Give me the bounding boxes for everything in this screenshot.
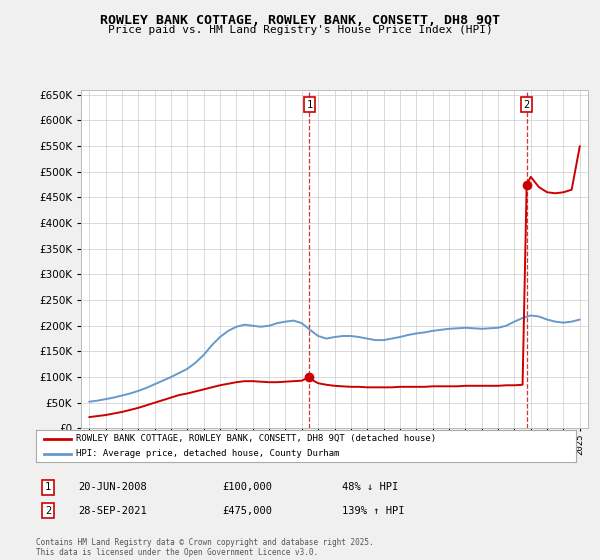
Text: 20-JUN-2008: 20-JUN-2008 (78, 482, 147, 492)
Text: Contains HM Land Registry data © Crown copyright and database right 2025.
This d: Contains HM Land Registry data © Crown c… (36, 538, 374, 557)
Text: HPI: Average price, detached house, County Durham: HPI: Average price, detached house, Coun… (77, 449, 340, 459)
Text: ROWLEY BANK COTTAGE, ROWLEY BANK, CONSETT, DH8 9QT (detached house): ROWLEY BANK COTTAGE, ROWLEY BANK, CONSET… (77, 434, 437, 443)
Text: 2: 2 (524, 100, 530, 110)
Text: Price paid vs. HM Land Registry's House Price Index (HPI): Price paid vs. HM Land Registry's House … (107, 25, 493, 35)
Text: £475,000: £475,000 (222, 506, 272, 516)
Text: 48% ↓ HPI: 48% ↓ HPI (342, 482, 398, 492)
Text: 2: 2 (45, 506, 51, 516)
Text: 28-SEP-2021: 28-SEP-2021 (78, 506, 147, 516)
Text: 1: 1 (45, 482, 51, 492)
Text: 139% ↑ HPI: 139% ↑ HPI (342, 506, 404, 516)
Text: ROWLEY BANK COTTAGE, ROWLEY BANK, CONSETT, DH8 9QT: ROWLEY BANK COTTAGE, ROWLEY BANK, CONSET… (100, 14, 500, 27)
Text: £100,000: £100,000 (222, 482, 272, 492)
Text: 1: 1 (307, 100, 313, 110)
